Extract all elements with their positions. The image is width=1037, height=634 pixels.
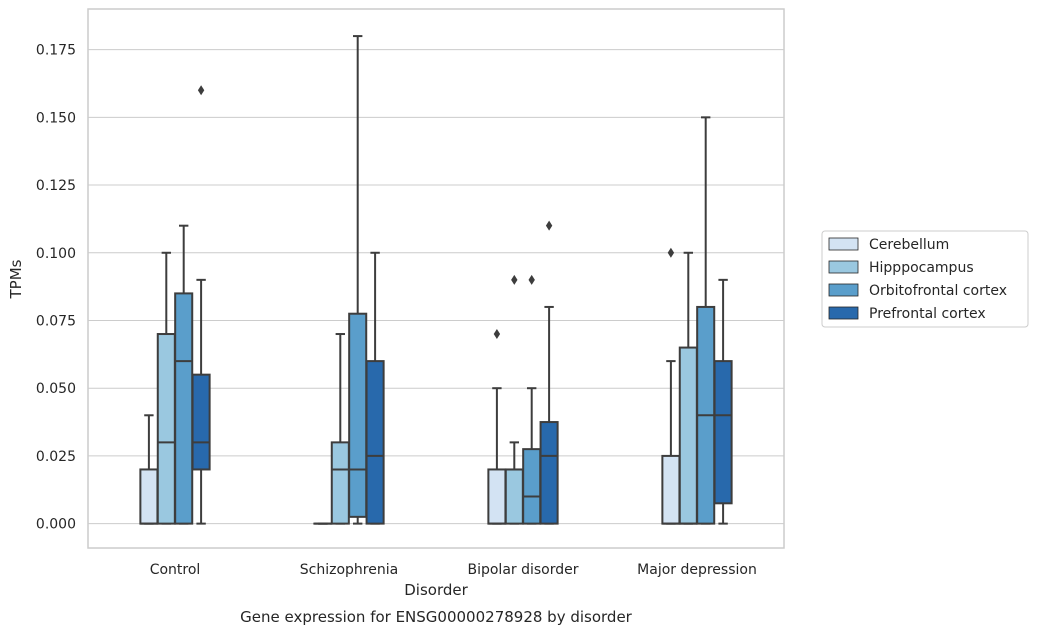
outlier-marker xyxy=(667,247,675,258)
x-tick-labels: Control Schizophrenia Bipolar disorder Majo… xyxy=(150,562,757,578)
legend-label: Cerebellum xyxy=(869,237,949,253)
box-body xyxy=(156,333,176,525)
box-2-1 xyxy=(504,274,524,525)
box-3-0 xyxy=(661,247,681,525)
legend-item: Prefrontal cortex xyxy=(828,306,986,322)
box-body xyxy=(330,441,350,525)
box-body xyxy=(539,421,559,525)
legend-label: Prefrontal cortex xyxy=(869,306,986,322)
y-tick-label: 0.025 xyxy=(36,449,76,465)
box-2-2 xyxy=(522,274,542,525)
box-1-3 xyxy=(365,251,385,525)
box-3-3 xyxy=(713,278,733,525)
y-axis-label: TPMs xyxy=(7,259,25,299)
outlier-marker xyxy=(511,274,518,285)
box-body xyxy=(661,454,681,525)
y-tick-labels: 0.000 0.025 0.050 0.075 0.100 0.125 0.150 0.175 xyxy=(36,43,76,533)
box-body xyxy=(713,360,733,505)
chart-title: Gene expression for ENSG00000278928 by d… xyxy=(240,608,633,626)
x-tick-label: Control xyxy=(150,562,201,578)
legend-swatch xyxy=(828,237,859,251)
box-body xyxy=(504,468,524,525)
x-tick-label: Major depression xyxy=(637,562,757,578)
outlier-marker xyxy=(545,220,553,231)
legend-item: Hipppocampus xyxy=(828,260,974,276)
box-body xyxy=(139,468,159,525)
box-body xyxy=(487,468,507,525)
plot-frame xyxy=(87,8,785,549)
y-tick-label: 0.100 xyxy=(36,246,76,262)
legend-label: Hipppocampus xyxy=(869,260,974,276)
legend-item: Cerebellum xyxy=(828,237,949,253)
legend-items: Cerebellum Hipppocampus Orbitofrontal cort… xyxy=(828,237,1007,322)
box-plots xyxy=(139,35,733,525)
legend-swatch xyxy=(828,306,859,320)
y-tick-label: 0.050 xyxy=(36,381,76,397)
legend-swatch xyxy=(828,283,859,297)
box-body xyxy=(678,346,698,525)
y-tick-label: 0.000 xyxy=(36,517,76,533)
y-tick-label: 0.175 xyxy=(36,43,76,59)
legend-swatch xyxy=(828,260,859,274)
y-tick-label: 0.075 xyxy=(36,313,76,329)
y-tick-label: 0.125 xyxy=(36,178,76,194)
legend-frame xyxy=(821,230,1029,328)
box-2-3 xyxy=(539,220,559,525)
box-body xyxy=(522,448,542,525)
box-body xyxy=(174,292,194,525)
box-0-3 xyxy=(191,85,211,525)
outlier-marker xyxy=(493,329,501,340)
y-tick-label: 0.150 xyxy=(36,110,76,126)
legend: Cerebellum Hipppocampus Orbitofrontal cort… xyxy=(821,230,1029,328)
x-axis-label: Disorder xyxy=(404,581,468,599)
x-tick-label: Bipolar disorder xyxy=(467,562,578,578)
box-body xyxy=(365,360,385,525)
box-3-2 xyxy=(696,116,716,525)
legend-item: Orbitofrontal cortex xyxy=(828,283,1007,299)
x-tick-label: Schizophrenia xyxy=(300,562,398,578)
box-0-1 xyxy=(156,251,176,525)
legend-label: Orbitofrontal cortex xyxy=(869,283,1007,299)
box-body xyxy=(191,373,211,471)
outlier-marker xyxy=(528,274,535,285)
box-body xyxy=(348,312,368,518)
outlier-marker xyxy=(197,85,205,96)
